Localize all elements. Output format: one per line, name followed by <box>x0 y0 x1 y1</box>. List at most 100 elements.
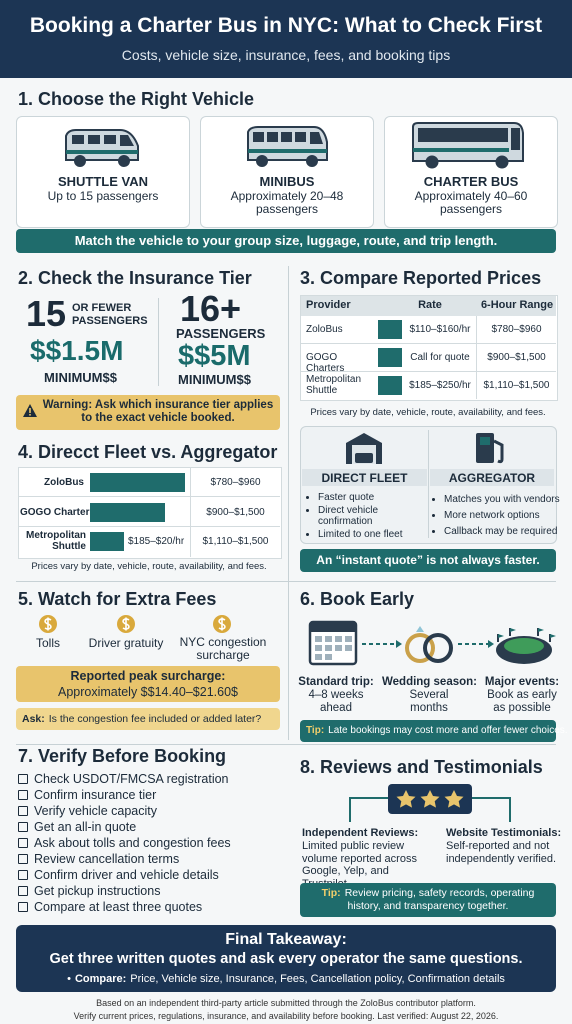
tier-minimum: MINIMUM$$ <box>178 372 251 387</box>
rate: $185–$250/hr <box>409 380 471 391</box>
tip-box <box>300 883 556 917</box>
note: Prices vary by date, vehicle, route, ava… <box>31 561 267 572</box>
checklist-item: Confirm driver and vehicle details <box>34 868 219 882</box>
checklist-item: Review cancellation terms <box>34 852 180 866</box>
checklist-item: Check USDOT/FMCSA registration <box>34 772 229 786</box>
provider: GOGO Charters <box>20 507 96 518</box>
footer-line: Verify current prices, regulations, insu… <box>73 1011 499 1021</box>
column-divider <box>288 266 289 740</box>
section-title: 1. Choose the Right Vehicle <box>18 89 255 109</box>
fee: Driver gratuity <box>88 636 164 650</box>
review-text: Self-reported and not independently veri… <box>446 840 557 865</box>
compare-text: Price, Vehicle size, Insurance, Fees, Ca… <box>130 973 505 985</box>
checkbox <box>18 886 28 896</box>
surcharge-value: Approximately $$14.40–$21.60$ <box>58 685 238 699</box>
checklist-item: Get pickup instructions <box>34 884 161 898</box>
banner: Match the vehicle to your group size, lu… <box>16 229 556 253</box>
tip-label: Tip: <box>306 725 325 736</box>
tip-box <box>300 720 556 742</box>
van-icon <box>65 129 139 167</box>
checkbox <box>18 822 28 832</box>
panel-title: AGGREGATOR <box>448 471 536 485</box>
checkbox <box>18 790 28 800</box>
provider: Metropolitan Shuttle <box>306 374 362 396</box>
checkbox <box>18 870 28 880</box>
range: $780–$960 <box>491 324 542 335</box>
note: Prices vary by date, vehicle, route, ava… <box>310 407 546 418</box>
row-bar <box>90 503 165 522</box>
col-line <box>190 468 191 557</box>
point: Limited to one fleet <box>318 529 434 540</box>
section-title: 7. Verify Before Booking <box>18 746 227 766</box>
provider: ZoloBus <box>44 477 84 488</box>
panel-divider <box>428 430 429 538</box>
ask-label: Ask: <box>22 713 45 725</box>
vehicle-name: CHARTER BUS <box>423 174 519 189</box>
point: Matches you with vendors <box>444 494 568 505</box>
tier-amount: $$5M <box>178 340 251 372</box>
checkbox <box>18 854 28 864</box>
panel-title: DIRECT FLEET <box>321 471 408 485</box>
section-title: 4. Direcct Fleet vs. Aggregator <box>18 442 278 462</box>
col-header: 6-Hour Range <box>480 299 554 311</box>
fee: NYC congestion surcharge <box>179 635 267 662</box>
row-bar <box>378 376 402 395</box>
checkbox <box>18 806 28 816</box>
row-line <box>301 371 556 372</box>
booking-label: Wedding season: <box>382 676 477 688</box>
tip-text: Late bookings may cost more and offer fe… <box>328 725 568 736</box>
range: $780–$960 <box>210 477 261 488</box>
surcharge-box <box>16 666 280 702</box>
bus-icon <box>412 122 524 169</box>
surcharge-label: Reported peak surcharge: <box>70 669 226 683</box>
compare-label: Compare: <box>74 973 127 985</box>
vehicle-name: MINIBUS <box>259 174 315 189</box>
section-title: 6. Book Early <box>300 589 415 609</box>
minibus-icon <box>247 126 328 167</box>
separator <box>16 744 556 745</box>
booking-label: Standard trip: <box>298 676 374 688</box>
checklist: Check USDOT/FMCSA registration Confirm in… <box>18 772 280 922</box>
fee: Tolls <box>35 636 60 650</box>
warning-text: Warning: Ask which insurance tier applie… <box>42 399 274 424</box>
tier-label: OR FEWER PASSENGERS <box>72 302 148 327</box>
checklist-item: Ask about tolls and congestion fees <box>34 836 231 850</box>
provider: GOGO Charters <box>306 352 345 374</box>
stars-icon <box>349 784 511 822</box>
ask-box <box>16 708 280 730</box>
garage-icon <box>346 433 382 464</box>
checkbox <box>18 838 28 848</box>
warning-icon <box>23 404 37 417</box>
checklist-item: Get an all-in quote <box>34 820 137 834</box>
tier-divider <box>158 298 159 386</box>
vehicle-desc: Approximately 20–48 passengers <box>230 189 344 216</box>
tier-minimum: MINIMUM$$ <box>44 370 117 385</box>
vehicle-desc: Up to 15 passengers <box>47 189 159 203</box>
range: $900–$1,500 <box>206 507 265 518</box>
section-title: 3. Compare Reported Prices <box>300 268 542 288</box>
panel-title-band <box>302 469 427 486</box>
footer-line: Based on an independent third-party arti… <box>96 998 476 1008</box>
tier-label: PASSENGERS <box>176 326 266 341</box>
tier-number: 15 <box>26 293 67 334</box>
warning-box <box>16 395 280 430</box>
tier-number: 16+ <box>180 288 242 329</box>
row-bar <box>90 473 185 492</box>
range: $900–$1,500 <box>487 352 546 363</box>
provider: ZoloBus <box>306 324 343 335</box>
takeaway-title: Final Takeaway: <box>225 931 347 948</box>
separator <box>16 581 556 582</box>
row-line <box>301 343 556 344</box>
row-line <box>19 496 280 497</box>
rate: $185–$20/hr <box>128 536 185 547</box>
table-header <box>301 296 556 316</box>
direct-points: Faster quote Direct vehicle confirmation… <box>306 492 434 542</box>
subtitle: Costs, vehicle size, insurance, fees, an… <box>121 47 451 63</box>
takeaway-headline: Get three written quotes and ask every o… <box>49 951 523 967</box>
booking-desc: 4–8 weeks ahead <box>308 689 364 714</box>
pump-icon <box>476 433 504 464</box>
tip: Tip: Late bookings may cost more and offe… <box>306 725 568 736</box>
point: Direct vehicle confirmation <box>318 505 434 527</box>
checkbox <box>18 774 28 784</box>
point: Callback may be required <box>444 526 568 537</box>
